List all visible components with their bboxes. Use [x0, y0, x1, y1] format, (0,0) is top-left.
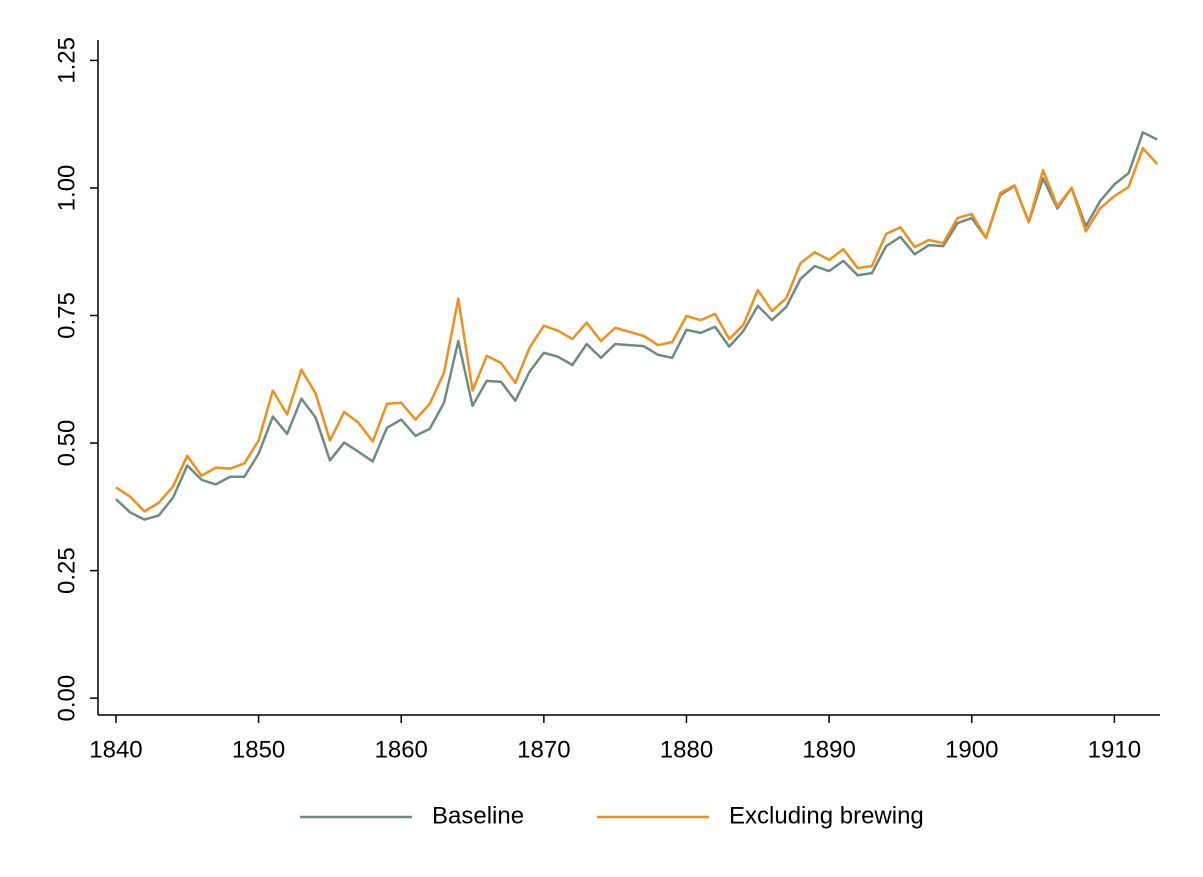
legend-label: Excluding brewing: [729, 802, 924, 829]
series-line: [115, 146, 1159, 513]
x-tick-label: 1860: [375, 736, 428, 763]
x-tick-label: 1880: [660, 736, 713, 763]
x-tick-label: 1890: [802, 736, 855, 763]
y-tick-label: 0.25: [53, 547, 80, 594]
x-tick-label: 1850: [232, 736, 285, 763]
y-tick-label: 1.00: [53, 165, 80, 212]
x-tick-label: 1910: [1088, 736, 1141, 763]
x-tick-label: 1870: [517, 736, 570, 763]
x-tick-label: 1840: [89, 736, 142, 763]
series-line: [115, 131, 1158, 521]
y-tick-label: 0.50: [53, 420, 80, 467]
y-tick-label: 1.25: [53, 37, 80, 84]
y-tick-label: 0.75: [53, 292, 80, 339]
x-tick-label: 1900: [945, 736, 998, 763]
legend-label: Baseline: [432, 802, 524, 829]
y-tick-label: 0.00: [53, 675, 80, 722]
